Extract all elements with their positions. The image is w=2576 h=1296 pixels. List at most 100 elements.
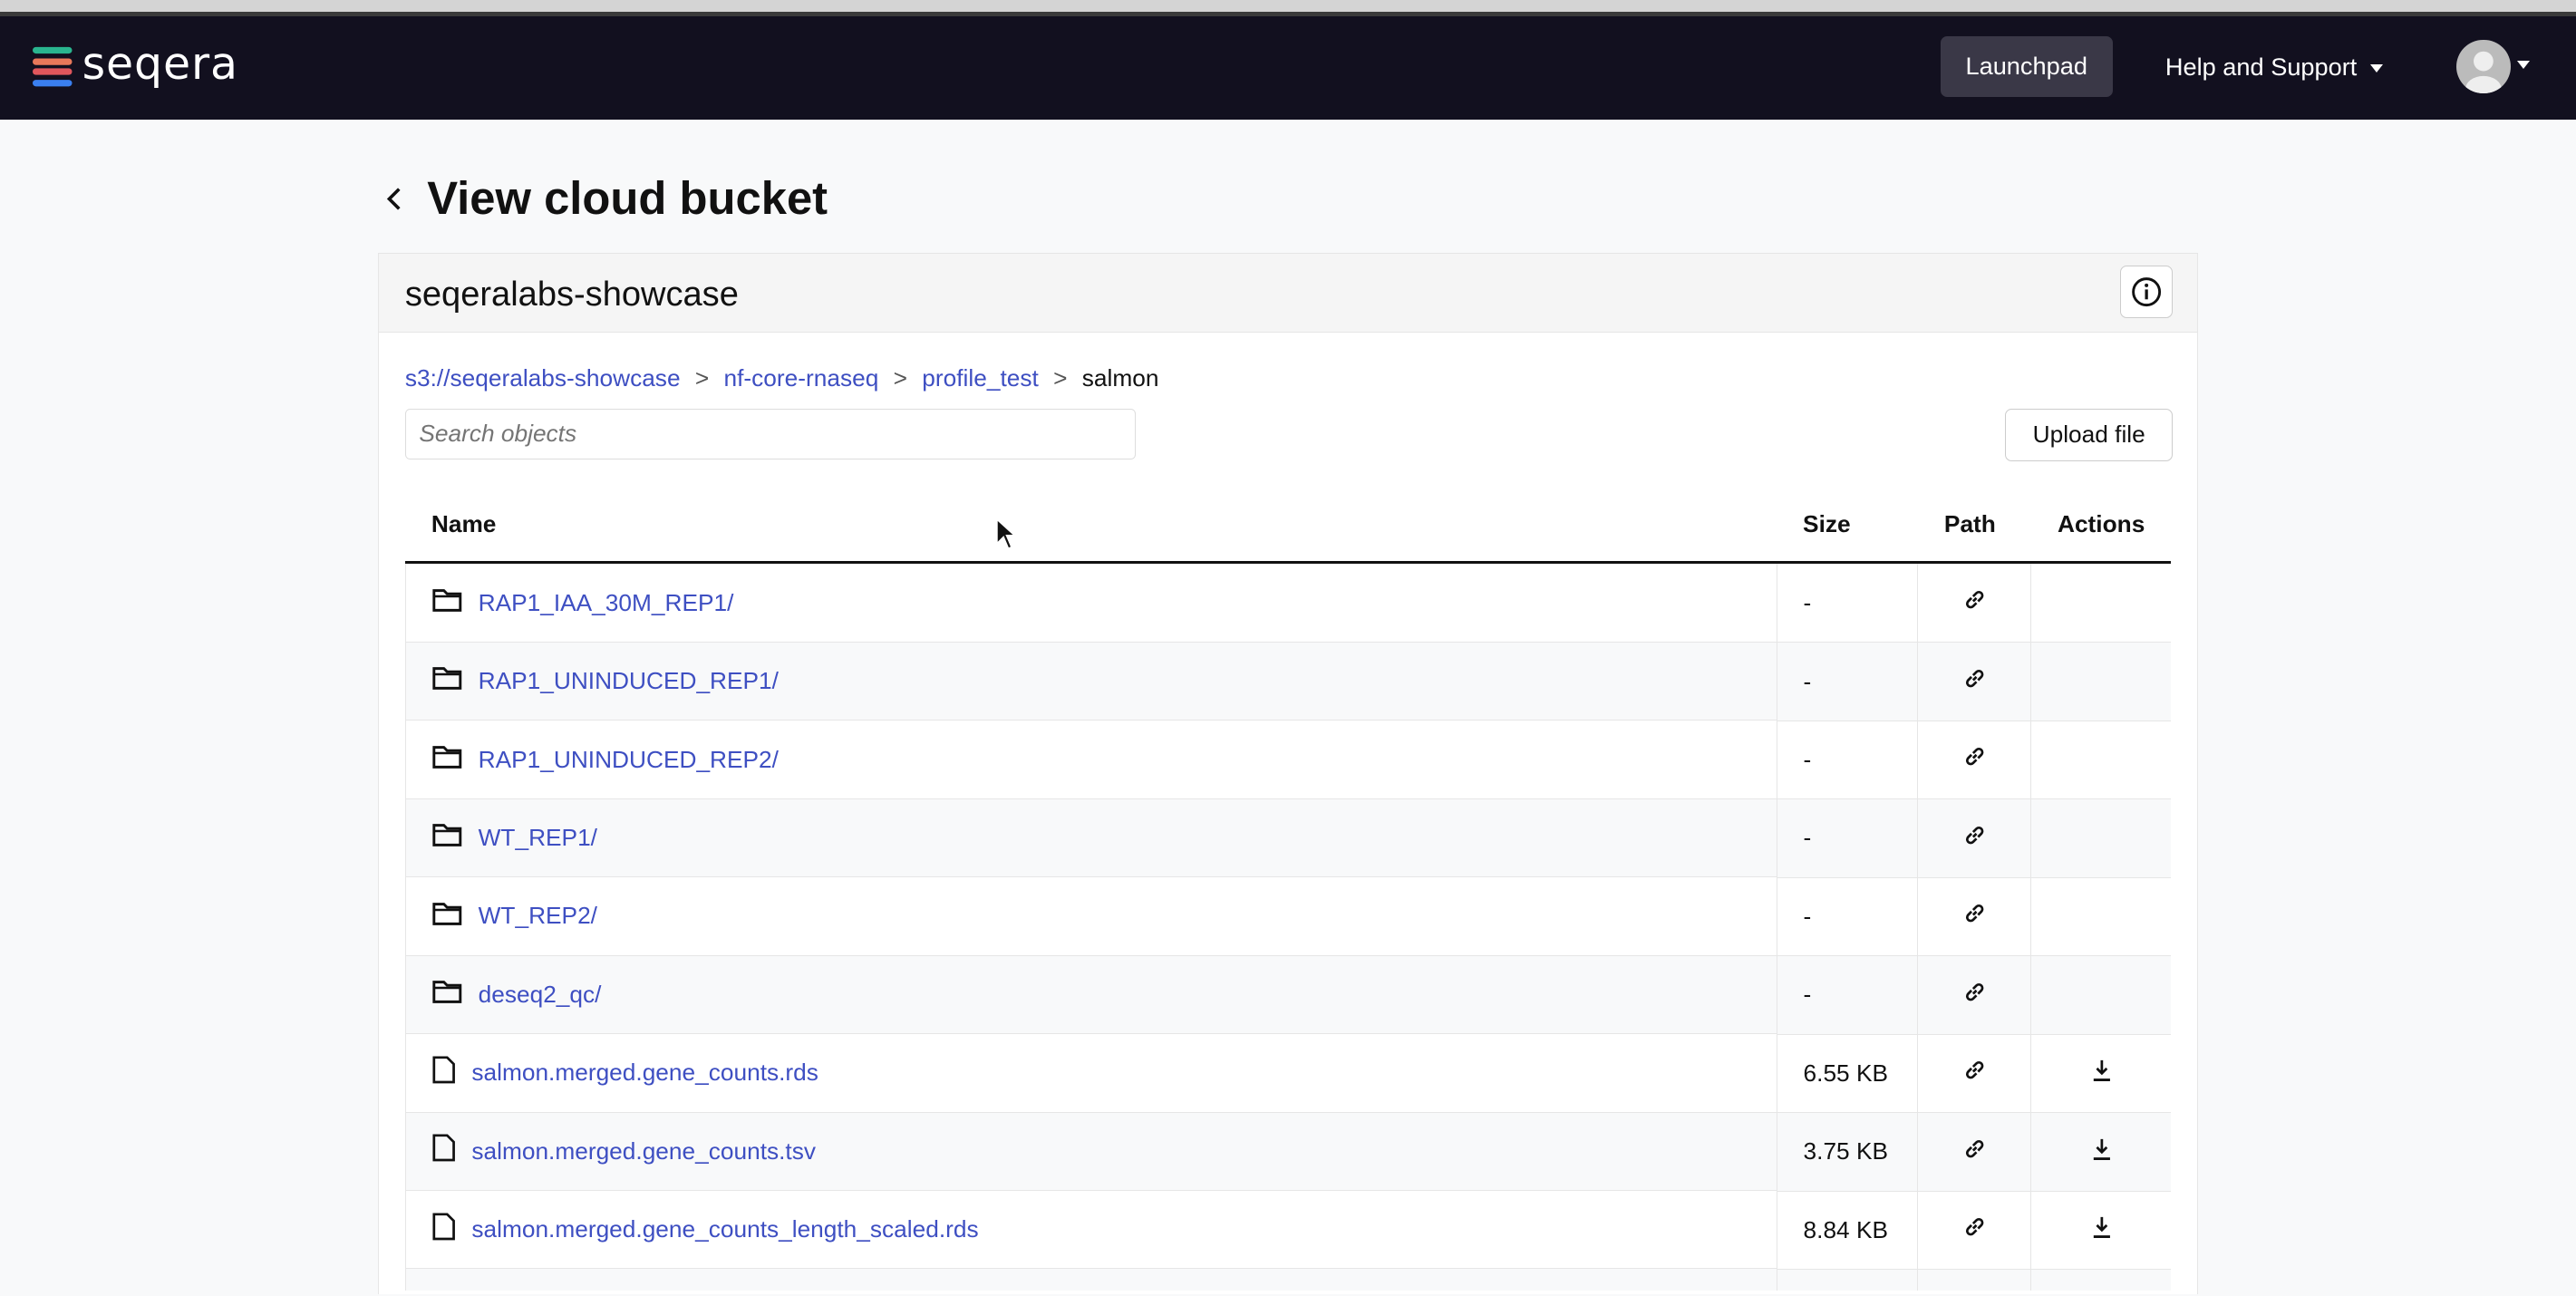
path-cell [1917, 1191, 2031, 1270]
size-cell: 6.55 KB [1776, 1034, 1918, 1114]
breadcrumb-current: salmon [1081, 363, 1159, 392]
help-support-dropdown[interactable]: Help and Support [2165, 53, 2383, 82]
download-icon[interactable] [2092, 1216, 2112, 1243]
copy-path-link-icon[interactable] [1963, 747, 1986, 774]
folder-icon [432, 587, 462, 618]
col-size: Size [1777, 487, 1918, 565]
table-row[interactable] [404, 1269, 2172, 1291]
size-cell: - [1776, 877, 1918, 957]
table-row[interactable]: salmon.merged.gene_counts_length_scaled.… [404, 1191, 2172, 1270]
logo[interactable]: seqera [33, 38, 238, 90]
path-cell [1917, 642, 2031, 721]
copy-path-link-icon[interactable] [1963, 668, 1986, 695]
launchpad-button[interactable]: Launchpad [1940, 35, 2113, 97]
object-link[interactable]: WT_REP1/ [478, 823, 597, 851]
folder-icon [432, 744, 462, 775]
actions-cell [2030, 1112, 2172, 1192]
mouse-cursor-icon [996, 517, 1018, 550]
name-cell: deseq2_qc/ [404, 955, 1777, 1035]
path-cell [1917, 798, 2031, 878]
object-link[interactable]: RAP1_UNINDUCED_REP2/ [478, 745, 779, 773]
caret-down-icon[interactable] [2516, 61, 2530, 70]
name-cell: salmon.merged.gene_counts.rds [404, 1034, 1777, 1113]
help-label: Help and Support [2164, 53, 2358, 81]
object-link[interactable]: RAP1_IAA_30M_REP1/ [478, 588, 734, 616]
col-path: Path [1917, 487, 2031, 565]
col-name: Name [404, 487, 1777, 565]
actions-cell [2030, 721, 2172, 800]
name-cell: salmon.merged.gene_counts_length_scaled.… [404, 1191, 1777, 1270]
actions-cell [2030, 877, 2172, 957]
col-actions: Actions [2030, 487, 2172, 565]
breadcrumb-sep: > [893, 363, 907, 392]
avatar[interactable] [2455, 39, 2511, 94]
copy-path-link-icon[interactable] [1963, 1138, 1986, 1165]
object-link[interactable]: RAP1_UNINDUCED_REP1/ [478, 667, 779, 695]
copy-path-link-icon[interactable] [1963, 904, 1986, 931]
table-row[interactable]: salmon.merged.gene_counts.rds 6.55 KB [404, 1034, 2172, 1114]
actions-cell [2030, 798, 2172, 878]
object-link[interactable]: salmon.merged.gene_counts_length_scaled.… [471, 1215, 979, 1243]
size-cell: - [1776, 721, 1918, 800]
size-cell: 3.75 KB [1776, 1112, 1918, 1192]
table-row[interactable]: RAP1_UNINDUCED_REP1/ - [404, 642, 2172, 721]
actions-cell [2030, 1034, 2172, 1114]
brand-name: seqera [82, 37, 238, 90]
path-cell [1917, 1112, 2031, 1192]
download-icon[interactable] [2092, 1059, 2112, 1088]
name-cell: WT_REP1/ [404, 798, 1777, 878]
table-row[interactable]: RAP1_UNINDUCED_REP2/ - [404, 721, 2172, 800]
actions-cell [2030, 642, 2172, 721]
name-cell: WT_REP2/ [404, 877, 1777, 956]
seqera-logo-icon [33, 47, 73, 87]
folder-icon [432, 979, 462, 1010]
path-cell [1917, 1034, 2031, 1114]
size-cell: - [1776, 955, 1918, 1035]
user-icon [2465, 51, 2502, 94]
size-cell: - [1776, 798, 1918, 878]
name-cell: RAP1_UNINDUCED_REP1/ [404, 642, 1777, 721]
breadcrumb-item[interactable]: s3://seqeralabs-showcase [404, 363, 681, 392]
object-link[interactable]: salmon.merged.gene_counts.tsv [471, 1136, 816, 1165]
info-icon [2131, 276, 2161, 306]
path-cell [1917, 955, 2031, 1035]
copy-path-link-icon[interactable] [1963, 825, 1986, 852]
upload-file-button[interactable]: Upload file [2005, 408, 2174, 461]
table-row[interactable]: RAP1_IAA_30M_REP1/ - [404, 562, 2172, 643]
folder-icon [432, 901, 462, 932]
objects-table: Name Size Path Actions RAP1_IAA_30M_REP1… [404, 487, 2172, 1291]
breadcrumb-item[interactable]: profile_test [922, 363, 1039, 392]
back-chevron-icon[interactable] [384, 180, 404, 221]
file-icon [432, 1213, 455, 1247]
navbar: seqera Launchpad Help and Support [0, 16, 2576, 121]
copy-path-link-icon[interactable] [1963, 590, 1986, 617]
copy-path-link-icon[interactable] [1963, 1060, 1986, 1088]
name-cell [404, 1269, 1777, 1291]
search-input[interactable] [404, 408, 1137, 459]
name-cell: RAP1_UNINDUCED_REP2/ [404, 721, 1777, 799]
size-cell: - [1776, 562, 1918, 643]
object-link[interactable]: WT_REP2/ [478, 902, 597, 930]
size-cell: 8.84 KB [1776, 1191, 1918, 1270]
breadcrumb: s3://seqeralabs-showcase > nf-core-rnaseq… [405, 364, 1159, 392]
table-row[interactable]: salmon.merged.gene_counts.tsv 3.75 KB [404, 1112, 2172, 1192]
object-link[interactable]: salmon.merged.gene_counts.rds [471, 1059, 818, 1087]
table-row[interactable]: WT_REP1/ - [404, 798, 2172, 878]
caret-down-icon [2369, 64, 2383, 73]
info-button[interactable] [2119, 265, 2173, 318]
copy-path-link-icon[interactable] [1963, 982, 1986, 1009]
object-link[interactable]: deseq2_qc/ [478, 980, 602, 1008]
file-icon [432, 1056, 455, 1090]
breadcrumb-sep: > [694, 363, 710, 392]
actions-cell [2030, 562, 2172, 643]
file-icon [432, 1134, 455, 1168]
actions-cell [2030, 1191, 2172, 1270]
browser-chrome [0, 0, 2576, 17]
table-row[interactable]: deseq2_qc/ - [404, 955, 2172, 1035]
name-cell: RAP1_IAA_30M_REP1/ [404, 564, 1777, 643]
download-icon[interactable] [2092, 1138, 2112, 1165]
breadcrumb-item[interactable]: nf-core-rnaseq [723, 363, 879, 392]
page-title: View cloud bucket [427, 171, 828, 224]
copy-path-link-icon[interactable] [1963, 1216, 1986, 1243]
table-row[interactable]: WT_REP2/ - [404, 877, 2172, 957]
